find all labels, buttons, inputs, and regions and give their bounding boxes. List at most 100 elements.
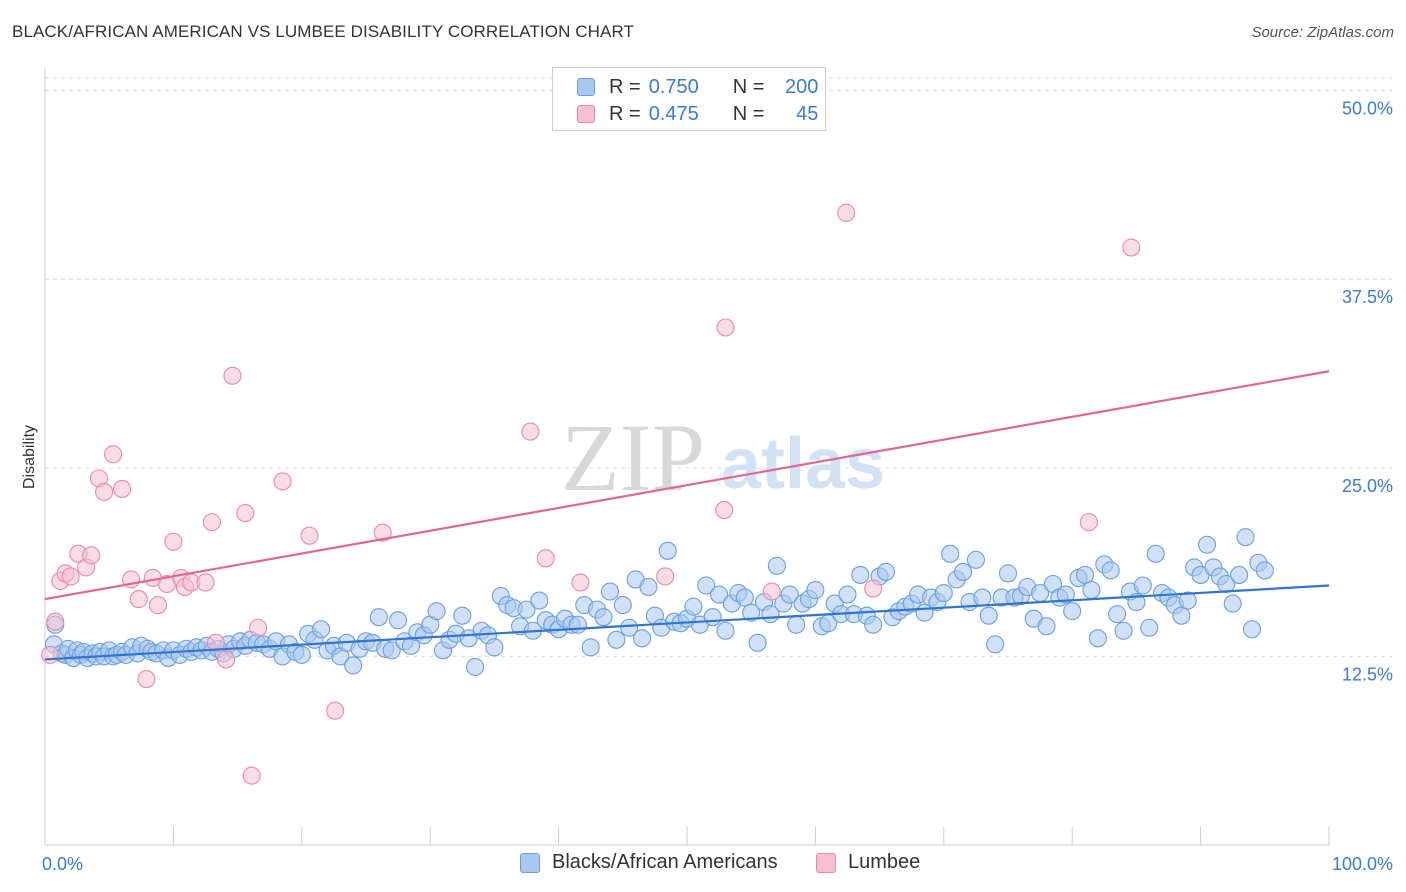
point-blacks [780,585,799,604]
point-lumbee [1079,513,1098,532]
point-lumbee [837,203,856,222]
point-blacks [1255,561,1274,580]
point-blacks [453,606,472,625]
trend-line-blacks [44,584,1330,661]
point-blacks [851,565,870,584]
point-blacks [748,633,767,652]
legend-r-value: 0.750 [648,75,699,98]
point-blacks [1178,591,1197,610]
point-blacks [382,641,401,660]
series-lumbee-points [41,203,1141,785]
point-blacks [1172,606,1191,625]
legend-swatch-pink [577,105,595,123]
point-blacks [389,611,408,630]
point-lumbee [46,612,65,631]
point-blacks [1223,594,1242,613]
point-lumbee [521,422,540,441]
point-blacks [1101,561,1120,580]
point-blacks [1133,576,1152,595]
point-lumbee [715,501,734,520]
point-lumbee [1122,238,1141,257]
point-lumbee [656,567,675,586]
point-lumbee [82,546,101,565]
point-blacks [1088,629,1107,648]
point-lumbee [196,573,215,592]
y-axis-label: Disability [21,425,38,489]
point-lumbee [236,504,255,523]
y-tick-label: 12.5% [1342,664,1393,684]
point-lumbee [104,445,123,464]
legend-swatch-blue [520,852,540,873]
point-blacks [1114,621,1133,640]
point-blacks [1146,544,1165,563]
series-legend: Blacks/African Americans Lumbee [0,851,1406,877]
point-blacks [344,656,363,675]
point-blacks [697,576,716,595]
legend-r-label: R = [609,75,641,98]
x-tick-label: 100.0% [1332,854,1393,874]
point-blacks [767,556,786,575]
point-blacks [954,562,973,581]
point-blacks [485,638,504,657]
point-blacks [1197,535,1217,554]
point-blacks [1236,528,1255,547]
legend-swatch-blue [577,78,595,96]
y-tick-label: 25.0% [1342,476,1393,496]
trend-lines [44,370,1330,661]
point-blacks [979,606,998,625]
point-blacks [613,596,632,615]
legend-n-label: N = [732,102,765,125]
legend-item-blacks[interactable]: Blacks/African Americans [520,851,778,874]
point-lumbee [300,526,319,545]
axes [44,68,1330,846]
point-blacks [941,544,960,563]
chart-title: BLACK/AFRICAN AMERICAN VS LUMBEE DISABIL… [12,22,635,41]
point-lumbee [273,472,292,491]
point-blacks [1140,618,1159,637]
point-blacks [998,564,1018,583]
point-blacks [594,608,613,627]
point-blacks [600,582,620,601]
legend-swatch-pink [816,852,836,873]
source-label: Source: ZipAtlas.com [1251,24,1394,41]
point-lumbee [164,532,183,551]
point-blacks [864,615,883,634]
point-blacks [639,577,658,597]
point-lumbee [571,573,590,592]
point-lumbee [148,596,168,615]
y-tick-label: 50.0% [1342,99,1393,119]
point-blacks [1075,565,1095,584]
point-blacks [787,615,806,634]
point-blacks [735,588,754,607]
point-blacks [986,635,1005,654]
legend-r-value: 0.475 [648,102,699,125]
point-blacks [934,583,953,603]
point-blacks [966,550,985,569]
point-blacks [607,630,626,649]
point-blacks [581,638,600,657]
legend-r-label: R = [609,102,641,125]
point-blacks [684,597,703,616]
point-blacks [1242,620,1262,639]
stats-legend: R = 0.750 N = 200 R = 0.475 N = 45 [552,67,826,131]
point-blacks [620,618,639,637]
legend-row-blacks: R = 0.750 N = 200 [577,74,818,100]
point-blacks [716,621,735,640]
x-tick-label: 0.0% [42,854,83,874]
point-blacks [312,620,331,639]
point-lumbee [242,766,261,785]
point-lumbee [206,633,225,652]
point-blacks [530,591,549,610]
point-lumbee [61,567,80,586]
point-blacks [806,580,825,600]
legend-label-blacks: Blacks/African Americans [552,851,778,873]
point-lumbee [95,482,114,502]
point-blacks [1082,580,1101,600]
point-lumbee [216,650,236,669]
legend-item-lumbee[interactable]: Lumbee [816,851,920,874]
point-blacks [1063,602,1082,621]
trend-line-lumbee [44,370,1330,601]
legend-label-lumbee: Lumbee [848,851,921,873]
watermark-zip: ZIP [561,404,705,511]
